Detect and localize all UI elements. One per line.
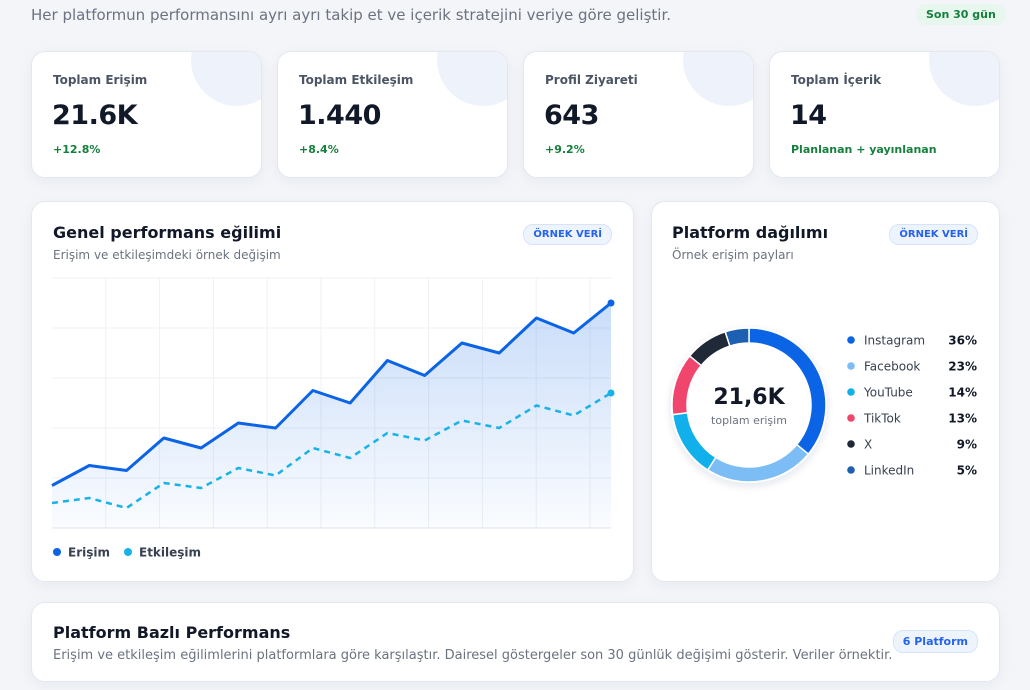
decor-circle: [929, 52, 999, 106]
kpi-delta: Planlanan + yayınlanan: [791, 143, 937, 156]
kpi-value: 21.6K: [52, 100, 138, 131]
kpi-label: Toplam Etkileşim: [299, 73, 414, 87]
kpi-card: Toplam İçerik 14 Planlanan + yayınlanan: [769, 51, 1000, 178]
kpi-value: 1.440: [298, 100, 381, 131]
card-subtitle: Erişim ve etkileşim eğilimlerini platfor…: [53, 648, 893, 663]
period-badge[interactable]: Son 30 gün: [916, 4, 1006, 25]
card-subtitle: Erişim ve etkileşimdeki örnek değişim: [53, 248, 281, 262]
card-subtitle: Örnek erişim payları: [672, 248, 794, 262]
kpi-value: 14: [790, 100, 827, 131]
decor-circle: [683, 52, 753, 106]
kpi-card: Profil Ziyareti 643 +9.2%: [523, 51, 754, 178]
kpi-label: Toplam Erişim: [53, 73, 148, 87]
trend-card: Genel performans eğilimi Erişim ve etkil…: [31, 201, 634, 582]
kpi-delta: +9.2%: [545, 143, 585, 156]
sample-badge: ÖRNEK VERİ: [889, 224, 978, 245]
card-title: Platform dağılımı: [672, 223, 829, 242]
kpi-label: Profil Ziyareti: [545, 73, 638, 87]
decor-circle: [437, 52, 507, 106]
sample-badge: ÖRNEK VERİ: [523, 224, 612, 245]
decor-circle: [191, 52, 261, 106]
kpi-value: 643: [544, 100, 599, 131]
card-title: Platform Bazlı Performans: [53, 623, 291, 642]
kpi-label: Toplam İçerik: [791, 73, 882, 87]
platform-count-badge: 6 Platform: [892, 630, 978, 653]
kpi-delta: +8.4%: [299, 143, 339, 156]
kpi-card: Toplam Erişim 21.6K +12.8%: [31, 51, 262, 178]
card-title: Genel performans eğilimi: [53, 223, 282, 242]
page-subtitle: Her platformun performansını ayrı ayrı t…: [31, 6, 672, 24]
platform-card: Platform dağılımı Örnek erişim payları Ö…: [651, 201, 1000, 582]
kpi-delta: +12.8%: [53, 143, 101, 156]
kpi-card: Toplam Etkileşim 1.440 +8.4%: [277, 51, 508, 178]
bottom-card: Platform Bazlı Performans Erişim ve etki…: [31, 602, 1000, 682]
